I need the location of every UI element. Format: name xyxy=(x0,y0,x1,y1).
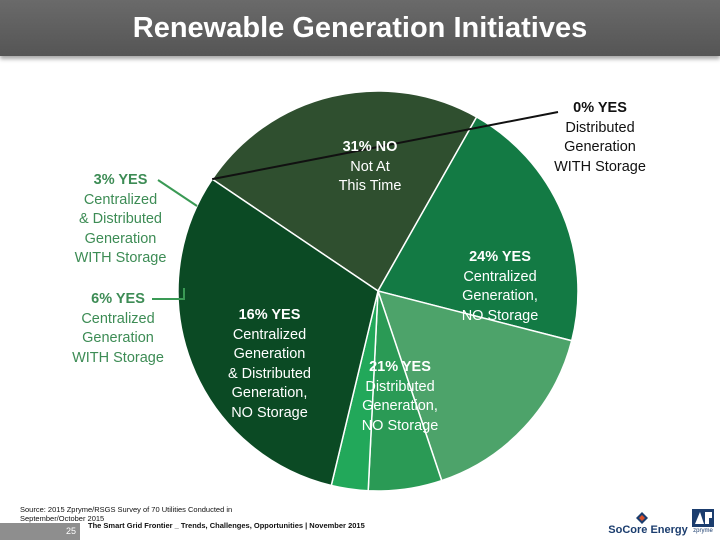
slice-label-distributed-no-storage: 21% YES Distributed Generation, NO Stora… xyxy=(361,359,439,434)
slice-label-centralized-and-distributed-with-storage: 3% YES Centralized & Distributed Generat… xyxy=(74,172,167,266)
source-note: Source: 2015 Zpryme/RSGS Survey of 70 Ut… xyxy=(20,505,233,523)
pie-slice-1 xyxy=(376,115,579,342)
zpryme-mark-icon xyxy=(692,509,714,527)
leader-line-zero-pct xyxy=(212,111,559,181)
leader-line-3-pct xyxy=(157,179,198,207)
pie-slice-5 xyxy=(177,178,379,487)
page-title: Renewable Generation Initiatives xyxy=(132,12,588,44)
slice-label-centralized-with-storage: 6% YES Centralized Generation WITH Stora… xyxy=(72,291,164,366)
socore-energy-logo: SoCore Energy xyxy=(608,512,688,538)
slice-label-centralized-no-storage: 24% YES Centralized Generation, NO Stora… xyxy=(461,249,539,324)
socore-mark-icon xyxy=(636,512,648,524)
leader-line-6-pct xyxy=(152,288,185,300)
title-bar xyxy=(0,0,720,56)
slice-label-centralized-and-distributed-no-storage: 16% YES Centralized Generation & Distrib… xyxy=(227,307,311,421)
page-number: 25 xyxy=(0,523,80,540)
slice-label-distributed-with-storage: 0% YES Distributed Generation WITH Stora… xyxy=(554,100,646,175)
footer-title: The Smart Grid Frontier _ Trends, Challe… xyxy=(88,521,365,530)
slice-label-not-at-this-time: 31% NO Not At This Time xyxy=(338,139,402,194)
zpryme-logo: zpryme xyxy=(690,508,716,536)
